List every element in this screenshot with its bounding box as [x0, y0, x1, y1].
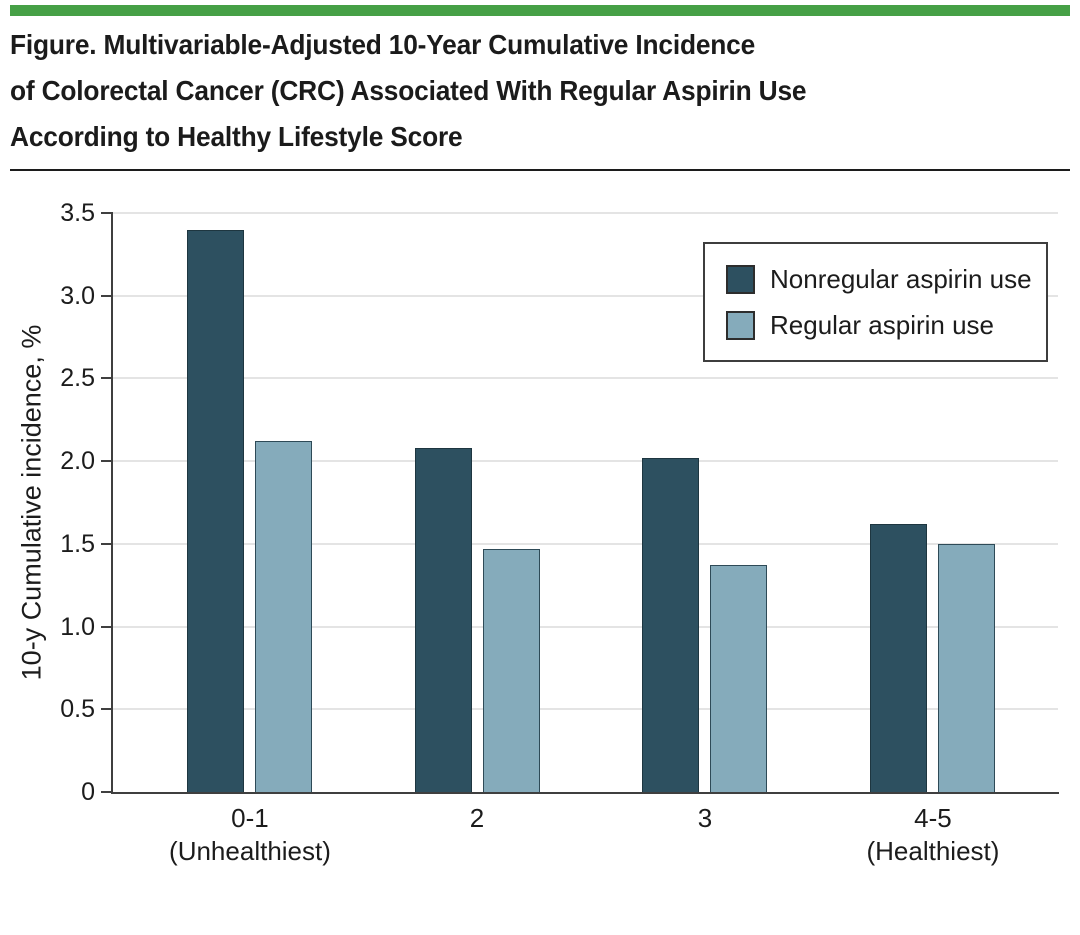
legend-swatch-nonregular — [726, 264, 755, 294]
figure-title: Figure. Multivariable-Adjusted 10-Year C… — [10, 22, 1006, 160]
grid-line — [113, 377, 1058, 380]
grid-line — [113, 708, 1058, 711]
figure-title-line-2: of Colorectal Cancer (CRC) Associated Wi… — [10, 75, 807, 106]
legend-swatch-regular — [726, 310, 755, 340]
y-tick-label: 0 — [81, 778, 95, 806]
y-tick-mark — [101, 294, 111, 297]
y-tick-label: 2.0 — [60, 447, 95, 476]
figure-title-line-3: According to Healthy Lifestyle Score — [10, 121, 463, 152]
y-tick-label: 3.0 — [60, 281, 95, 310]
grid-line — [113, 460, 1058, 463]
x-category-value: 3 — [697, 803, 713, 833]
grid-line — [113, 294, 1058, 297]
y-tick-mark — [101, 708, 111, 711]
x-category-sublabel: (Healthiest) — [866, 836, 1000, 866]
legend-item: Regular aspirin use — [726, 310, 1046, 341]
bar-regular-4-5 — [938, 543, 996, 792]
bar-regular-0-1 — [255, 441, 313, 792]
accent-bar — [10, 5, 1070, 16]
bar-nonregular-2 — [414, 447, 472, 792]
y-tick-mark — [101, 542, 111, 545]
y-tick-label: 0.5 — [60, 695, 95, 724]
grid-line — [113, 625, 1058, 628]
bar-nonregular-3 — [642, 457, 700, 792]
bar-regular-2 — [482, 548, 540, 792]
y-tick-mark — [101, 377, 111, 380]
plot-area: 3.5 3.0 2.5 2.0 1.5 1.0 0.5 0 — [60, 200, 1059, 805]
y-tick-mark — [101, 625, 111, 628]
legend: Nonregular aspirin use Regular aspirin us… — [703, 242, 1048, 362]
x-category-value: 0-1 — [231, 803, 269, 833]
bar-nonregular-0-1 — [187, 229, 245, 792]
y-tick-mark — [101, 460, 111, 463]
x-category-label: 3 — [698, 802, 712, 835]
x-category-value: 2 — [469, 803, 485, 833]
y-tick-mark — [101, 791, 111, 793]
bar-regular-3 — [710, 565, 768, 792]
x-category-value: 4-5 — [914, 803, 952, 833]
grid-line — [113, 212, 1058, 214]
y-tick-label: 2.5 — [60, 364, 95, 393]
x-category-label: 0-1 (Unhealthiest) — [169, 802, 331, 868]
y-tick-label: 3.5 — [60, 199, 95, 227]
x-category-label: 4-5 (Healthiest) — [866, 802, 999, 868]
y-tick-label: 1.5 — [60, 529, 95, 558]
legend-item: Nonregular aspirin use — [726, 264, 1046, 295]
y-tick-mark — [101, 212, 111, 214]
bar-nonregular-4-5 — [870, 524, 928, 792]
figure-title-line-1: Figure. Multivariable-Adjusted 10-Year C… — [10, 29, 756, 60]
y-axis-line — [111, 212, 113, 793]
y-tick-label: 1.0 — [60, 612, 95, 641]
legend-label: Regular aspirin use — [770, 309, 995, 340]
grid-line — [113, 542, 1058, 545]
legend-label: Nonregular aspirin use — [770, 263, 1032, 294]
x-category-label: 2 — [470, 802, 484, 835]
x-category-sublabel: (Unhealthiest) — [169, 836, 331, 866]
title-divider — [10, 169, 1070, 171]
x-axis-line — [111, 792, 1059, 794]
